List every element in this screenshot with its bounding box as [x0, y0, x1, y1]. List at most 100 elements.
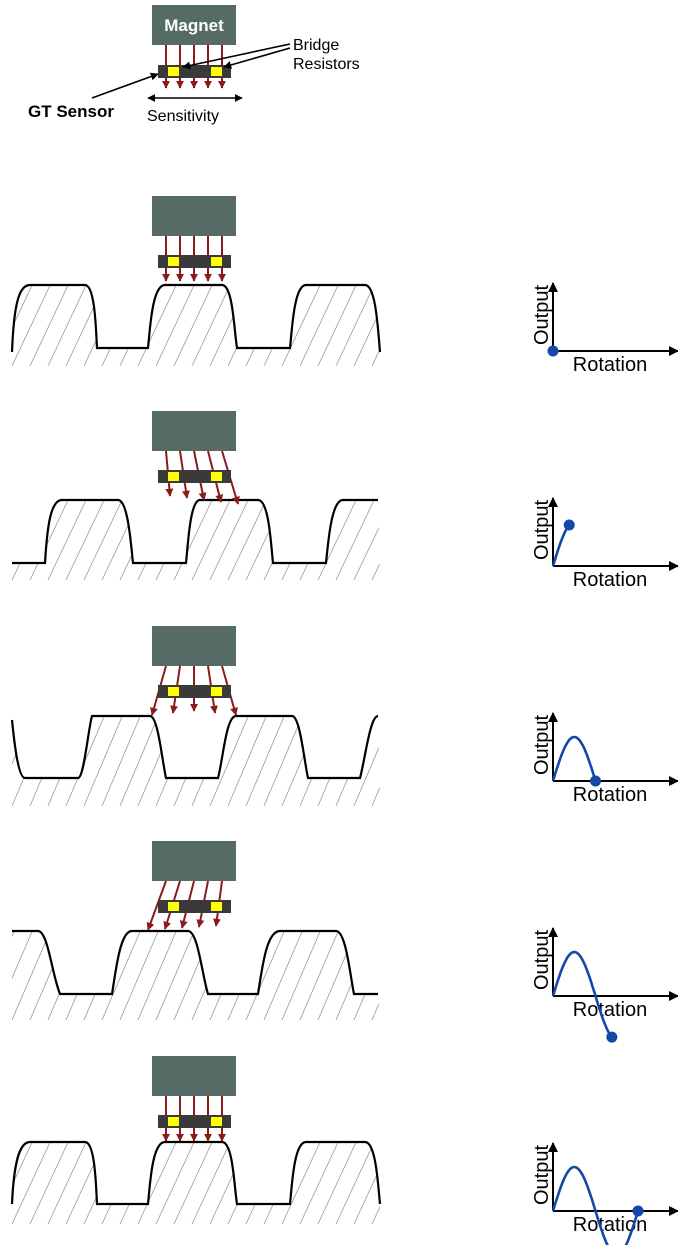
resistor-left [168, 472, 179, 481]
gear-outline [12, 498, 378, 565]
x-axis-label: Rotation [573, 354, 648, 376]
magnet [152, 411, 236, 451]
legend-resistor-left [168, 67, 179, 76]
frame-4: Output Rotation [12, 841, 678, 1043]
hatch-line [12, 931, 35, 1020]
hatch-line [408, 281, 448, 366]
frame-5: Output Rotation [10, 1056, 678, 1245]
legend: Magnet Bridge Resistors GT Sensor Sensit… [28, 5, 360, 125]
hatch-line [227, 500, 269, 580]
hatch-line [65, 285, 107, 366]
x-axis-label: Rotation [573, 999, 648, 1021]
hatch-line [299, 716, 341, 806]
hatch-line [65, 500, 107, 580]
hatch-line [191, 931, 233, 1020]
output-plot: Output Rotation [531, 497, 678, 591]
hatch-line [12, 1142, 53, 1224]
frame-2: Output Rotation [12, 411, 678, 591]
magnet [152, 626, 236, 666]
position-marker [590, 775, 601, 787]
hatch-line [408, 496, 448, 580]
hatch-line [173, 716, 215, 806]
hatch-line [119, 1142, 161, 1224]
bridge-label-line1: Bridge [293, 37, 339, 54]
resistor-left [168, 1117, 179, 1126]
gear-hatch [12, 496, 448, 580]
resistor-left [168, 902, 179, 911]
hatch-line [137, 716, 179, 806]
hatch-line [155, 285, 197, 366]
hatch-line [408, 927, 448, 1020]
hatch-line [155, 500, 197, 580]
output-curve [551, 735, 597, 782]
hatch-line [263, 931, 305, 1020]
hatch-line [119, 931, 161, 1020]
magnet [152, 1056, 236, 1096]
frames: Output Rotation Output Rotation Output Rotati… [10, 196, 678, 1245]
output-plot: Output Rotation [531, 712, 678, 806]
legend-resistor-right [211, 67, 222, 76]
hatch-line [353, 1142, 380, 1224]
hatch-line [47, 500, 89, 580]
hatch-line [227, 716, 269, 806]
legend-magnet [152, 5, 236, 45]
hatch-line [335, 1142, 377, 1224]
hatch-line [65, 1142, 107, 1224]
hatch-line [353, 716, 380, 806]
hatch-line [245, 285, 287, 366]
resistor-right [211, 902, 222, 911]
hatch-line [12, 285, 53, 366]
field-line [146, 880, 167, 931]
hatch-line [29, 931, 71, 1020]
hatch-line [281, 931, 323, 1020]
hatch-line [155, 1142, 197, 1224]
y-axis-label: Output [531, 1145, 553, 1205]
hatch-line [335, 716, 377, 806]
hatch-line [137, 500, 179, 580]
hatch-line [12, 500, 17, 580]
sensor-callout-line [91, 72, 159, 99]
hatch-line [390, 712, 430, 806]
hatch-line [173, 931, 215, 1020]
gear-outline [10, 714, 379, 780]
output-plot: Output Rotation [531, 282, 678, 376]
hatch-line [137, 285, 179, 366]
hatch-line [317, 500, 359, 580]
hatch-line [390, 281, 430, 366]
y-axis-label: Output [531, 715, 553, 775]
hatch-line [47, 1142, 89, 1224]
hatch-line [390, 1138, 430, 1224]
hatch-line [173, 500, 215, 580]
y-axis-label: Output [531, 930, 553, 990]
hatch-line [299, 931, 341, 1020]
hatch-line [390, 496, 430, 580]
output-curve [551, 524, 571, 567]
gear-hatch [12, 712, 430, 806]
resistor-left [168, 687, 179, 696]
position-marker [606, 1031, 618, 1043]
hatch-line [209, 716, 251, 806]
frame-3: Output Rotation [10, 626, 678, 806]
bridge-callout-line-left [182, 43, 291, 70]
hatch-line [245, 716, 287, 806]
hatch-line [245, 931, 287, 1020]
hatch-line [317, 285, 359, 366]
hatch-line [353, 500, 380, 580]
output-plot: Output Rotation [531, 927, 678, 1043]
hatch-line [119, 500, 161, 580]
hatch-line [137, 1142, 179, 1224]
hatch-line [281, 285, 323, 366]
hatch-line [173, 285, 215, 366]
magnet [152, 841, 236, 881]
hatch-line [281, 716, 323, 806]
hatch-line [408, 1138, 448, 1224]
resistor-right [211, 687, 222, 696]
hatch-line [101, 716, 143, 806]
x-axis-label: Rotation [573, 569, 648, 591]
output-plot: Output Rotation [531, 1142, 678, 1245]
sensor-label: GT Sensor [28, 102, 114, 121]
hatch-line [335, 285, 377, 366]
gear-outline [12, 929, 378, 996]
hatch-line [209, 931, 251, 1020]
